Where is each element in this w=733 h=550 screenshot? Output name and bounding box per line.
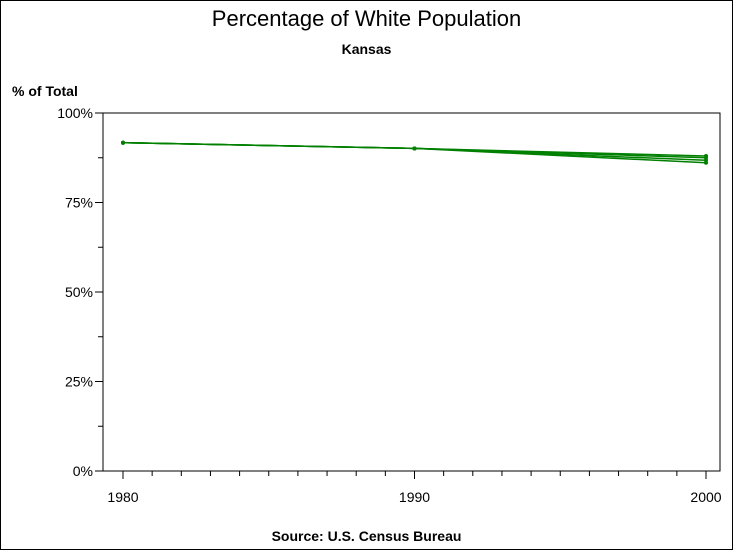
series-line xyxy=(122,141,707,162)
y-tick-label: 50% xyxy=(65,284,93,300)
y-tick-label: 100% xyxy=(57,105,93,121)
source-footnote: Source: U.S. Census Bureau xyxy=(271,528,462,544)
y-axis-label: % of Total xyxy=(12,83,78,99)
y-tick-label: 75% xyxy=(65,195,93,211)
plot-area xyxy=(102,112,721,472)
data-points xyxy=(121,140,708,165)
y-tick-label: 0% xyxy=(73,463,93,479)
series-line xyxy=(122,141,707,164)
x-tick-label: 1990 xyxy=(399,489,430,505)
x-tick-label: 1980 xyxy=(107,489,138,505)
series-lines xyxy=(122,141,707,164)
data-point xyxy=(121,140,125,145)
chart-subtitle: Kansas xyxy=(341,41,392,57)
axis-ticks: 0% 25% 50% 75% 100% 1980 1990 2000 xyxy=(57,105,722,505)
x-tick-label: 2000 xyxy=(690,489,721,505)
chart-title: Percentage of White Population xyxy=(211,6,522,31)
data-point xyxy=(704,153,708,158)
y-tick-label: 25% xyxy=(65,374,93,390)
data-point xyxy=(412,146,417,151)
